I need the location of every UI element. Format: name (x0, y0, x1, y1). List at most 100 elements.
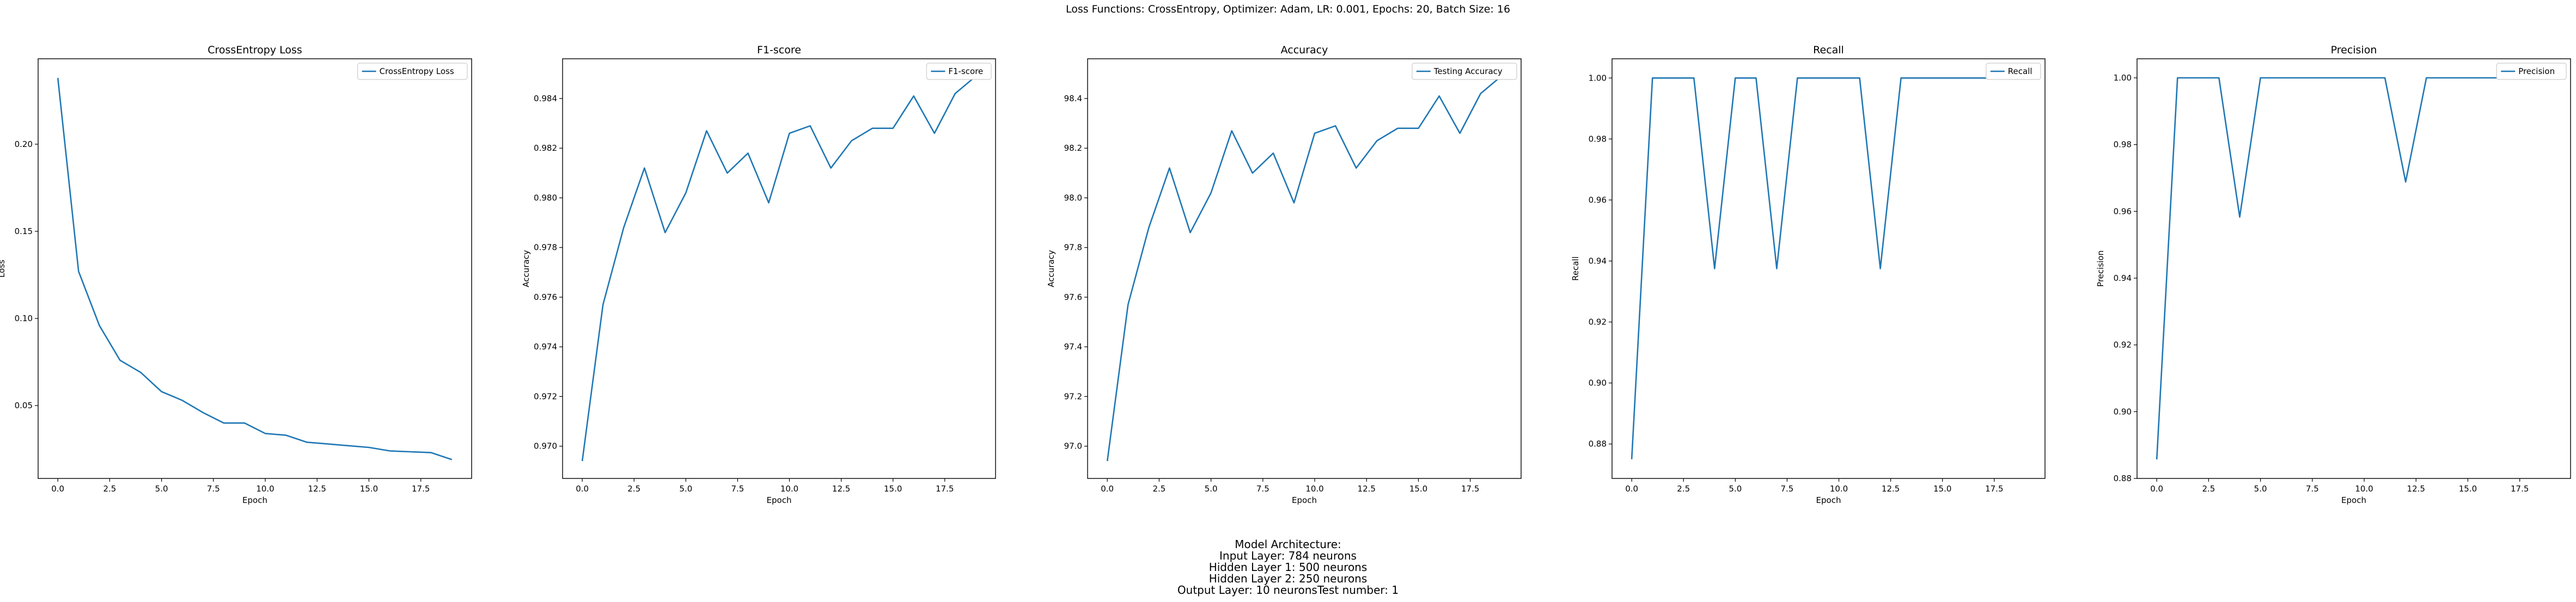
y-tick-label: 97.0 (1064, 441, 1082, 451)
series-line (1631, 77, 2025, 459)
x-tick-label: 0.0 (1625, 484, 1638, 494)
legend: Precision (2496, 63, 2567, 80)
x-axis-label: Epoch (767, 495, 792, 505)
x-tick-label: 7.5 (731, 484, 744, 494)
x-tick-label: 12.5 (832, 484, 850, 494)
y-axis-label: Loss (0, 260, 7, 278)
legend-box (926, 63, 992, 80)
y-tick-label: 97.6 (1064, 292, 1082, 302)
legend-label: Testing Accuracy (1433, 66, 1503, 76)
y-tick-label: 0.96 (1589, 195, 1607, 205)
y-tick-label: 0.976 (534, 292, 557, 302)
legend: CrossEntropy Loss (357, 63, 468, 80)
chart-panel: F1-score 0.0 2.5 5.0 7.5 10.0 12.5 15.0 17.5 0.97… (521, 44, 996, 505)
plot-frame (2137, 58, 2571, 479)
legend-box (357, 63, 468, 80)
y-tick-label: 0.10 (15, 314, 33, 323)
series-line (2156, 77, 2551, 460)
legend: F1-score (926, 63, 992, 80)
chart-title: Recall (1813, 44, 1844, 56)
y-tick-label: 0.972 (534, 391, 557, 401)
x-axis-label: Epoch (242, 495, 267, 505)
y-tick-label: 98.2 (1064, 143, 1082, 153)
x-tick-label: 15.0 (884, 484, 902, 494)
x-axis-label: Epoch (1816, 495, 1841, 505)
x-tick-label: 2.5 (627, 484, 640, 494)
y-tick-label: 0.982 (534, 143, 557, 153)
architecture-line: Hidden Layer 2: 250 neurons (1208, 572, 1368, 585)
x-tick-label: 12.5 (308, 484, 326, 494)
x-tick-label: 17.5 (1461, 484, 1479, 494)
series-line (581, 75, 976, 462)
y-axis-label: Precision (2096, 250, 2105, 287)
y-tick-label: 97.2 (1064, 391, 1082, 401)
x-tick-label: 15.0 (1409, 484, 1427, 494)
chart-panel: CrossEntropy Loss 0.0 2.5 5.0 7.5 10.0 12.5 15.… (0, 44, 472, 505)
y-tick-label: 0.05 (15, 401, 33, 410)
y-axis-label: Accuracy (521, 250, 531, 287)
x-axis-label: Epoch (2341, 495, 2366, 505)
x-axis-label: Epoch (1292, 495, 1317, 505)
chart-panel: Precision 0.0 2.5 5.0 7.5 10.0 12.5 15.0 17.5 0.8… (2096, 44, 2571, 505)
y-axis-label: Accuracy (1046, 250, 1056, 287)
y-tick-label: 0.974 (534, 342, 557, 352)
x-tick-label: 10.0 (1830, 484, 1848, 494)
x-tick-label: 2.5 (2202, 484, 2215, 494)
y-tick-label: 0.94 (2114, 273, 2132, 283)
x-tick-label: 10.0 (2355, 484, 2373, 494)
legend-label: CrossEntropy Loss (380, 66, 454, 76)
x-tick-label: 7.5 (2306, 484, 2319, 494)
x-tick-label: 17.5 (1985, 484, 2003, 494)
x-tick-label: 2.5 (103, 484, 116, 494)
x-tick-label: 15.0 (1933, 484, 1951, 494)
x-tick-label: 7.5 (1780, 484, 1793, 494)
x-tick-label: 5.0 (1729, 484, 1742, 494)
legend-box (1412, 63, 1517, 80)
chart-panel: Accuracy 0.0 2.5 5.0 7.5 10.0 12.5 15.0 17.5 97.0… (1046, 44, 1522, 505)
x-tick-label: 7.5 (1256, 484, 1269, 494)
x-tick-label: 17.5 (412, 484, 430, 494)
x-tick-label: 5.0 (2254, 484, 2267, 494)
y-tick-label: 0.90 (2114, 407, 2132, 416)
y-axis-label: Recall (1571, 256, 1580, 281)
x-tick-label: 12.5 (2407, 484, 2425, 494)
legend: Testing Accuracy (1412, 63, 1517, 80)
y-tick-label: 0.88 (2114, 474, 2132, 483)
x-tick-label: 15.0 (2459, 484, 2477, 494)
chart-title: F1-score (757, 44, 801, 56)
y-tick-label: 0.88 (1589, 439, 1607, 449)
x-tick-label: 0.0 (51, 484, 64, 494)
x-tick-label: 17.5 (936, 484, 954, 494)
x-tick-label: 0.0 (576, 484, 589, 494)
architecture-note: Model Architecture: Input Layer: 784 neu… (1016, 539, 1560, 596)
y-tick-label: 0.98 (2114, 140, 2132, 150)
x-tick-label: 10.0 (780, 484, 798, 494)
x-tick-label: 12.5 (1882, 484, 1900, 494)
legend-label: F1-score (948, 66, 983, 76)
legend: Recall (1986, 63, 2041, 80)
x-tick-label: 0.0 (1101, 484, 1114, 494)
chart-title: CrossEntropy Loss (207, 44, 302, 56)
x-tick-label: 10.0 (256, 484, 274, 494)
plot-frame (562, 58, 996, 479)
y-tick-label: 0.92 (2114, 340, 2132, 350)
x-tick-label: 0.0 (2150, 484, 2163, 494)
x-tick-label: 12.5 (1358, 484, 1376, 494)
architecture-line: Model Architecture: (1235, 538, 1341, 551)
legend-label: Recall (2008, 66, 2032, 76)
x-tick-label: 5.0 (155, 484, 168, 494)
series-line (1106, 75, 1502, 462)
chart-panel: Recall 0.0 2.5 5.0 7.5 10.0 12.5 15.0 17.5 0.88 0.… (1571, 44, 2046, 505)
y-tick-label: 0.970 (534, 441, 557, 451)
y-tick-label: 0.98 (1589, 134, 1607, 144)
y-tick-label: 97.8 (1064, 243, 1082, 253)
y-tick-label: 98.0 (1064, 193, 1082, 202)
architecture-line: Input Layer: 784 neurons (1219, 549, 1357, 562)
y-tick-label: 0.90 (1589, 378, 1607, 388)
y-tick-label: 1.00 (1589, 73, 1607, 83)
y-tick-label: 0.94 (1589, 256, 1607, 266)
x-tick-label: 2.5 (1152, 484, 1165, 494)
y-tick-label: 0.980 (534, 193, 557, 202)
x-tick-label: 2.5 (1677, 484, 1690, 494)
